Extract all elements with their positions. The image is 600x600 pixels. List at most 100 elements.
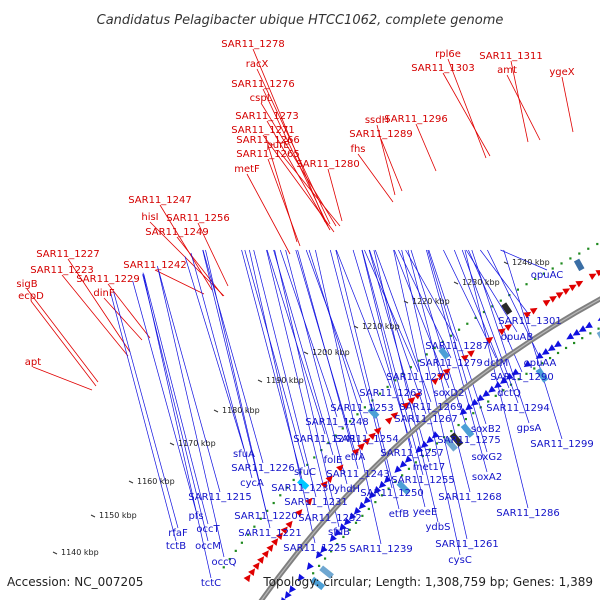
- forward-gene-label: purE: [266, 140, 289, 151]
- scale-tick-label: 1190 kbp: [266, 376, 304, 385]
- forward-gene-label: SAR11_1247: [128, 195, 192, 206]
- reverse-gene-label: SAR11_1230: [271, 483, 335, 494]
- reverse-gene-label: sfuC: [294, 467, 316, 478]
- forward-gene-label: apt: [25, 357, 41, 368]
- forward-gene-label: SAR11_1271: [231, 125, 295, 136]
- reverse-gene-label: SAR11_1253: [330, 403, 394, 414]
- reverse-gene-label: SAR11_1248: [305, 417, 369, 428]
- reverse-gene-label: dctQ: [497, 388, 521, 399]
- reverse-gene-label: ydbS: [426, 522, 451, 533]
- scale-ticks: 1140 kbp 1150 kbp 1160 kbp 1170 kbp 1180 kbp…: [52, 258, 550, 557]
- reverse-gene-label: pfs: [188, 511, 203, 522]
- scale-tick-label: 1150 kbp: [99, 511, 137, 520]
- reverse-gene-label: SAR11_1255: [391, 475, 455, 486]
- reverse-gene-label: SAR11_1301: [498, 316, 562, 327]
- forward-gene-label: ssdH: [365, 115, 389, 126]
- reverse-gene-label: SAR11_1232: [298, 513, 362, 524]
- reverse-gene-label: etfA: [345, 452, 366, 463]
- map-title: Candidatus Pelagibacter ubique HTCC1062,…: [97, 13, 504, 28]
- reverse-gene-label: cycA: [240, 478, 264, 489]
- reverse-gene-label: met17: [413, 462, 446, 473]
- reverse-gene-label: dctM: [484, 358, 508, 369]
- reverse-gene-label: SAR11_1294: [486, 403, 550, 414]
- accession-text: Accession: NC_007205: [7, 575, 143, 589]
- forward-gene-label: SAR11_1276: [231, 79, 295, 90]
- reverse-gene-label: SAR11_1275: [437, 435, 501, 446]
- forward-gene-label: SAR11_1223: [30, 265, 94, 276]
- reverse-gene-label: soxG2: [471, 452, 502, 463]
- reverse-gene-label: cysC: [448, 555, 472, 566]
- reverse-gene-label: SAR11_1290: [490, 372, 554, 383]
- reverse-gene-label: sfuA: [233, 449, 255, 460]
- scale-tick-label: 1180 kbp: [222, 406, 260, 415]
- reverse-gene-label: SAR11_1257: [380, 448, 444, 459]
- forward-gene-label: rpl6e: [435, 49, 461, 60]
- reverse-gene-label: occT: [196, 524, 220, 535]
- forward-gene-label: SAR11_1265: [236, 149, 300, 160]
- reverse-gene-label: SAR11_1215: [188, 492, 252, 503]
- forward-gene-label: SAR11_1303: [411, 63, 475, 74]
- feature-tracks: [243, 258, 600, 600]
- reverse-gene-label: SAR11_1268: [438, 492, 502, 503]
- reverse-gene-label: rfaF: [168, 528, 188, 539]
- forward-gene-label: amt: [497, 65, 517, 76]
- forward-gene-label: dinF: [93, 288, 114, 299]
- reverse-gene-label: SAR11_1243: [326, 469, 390, 480]
- reverse-gene-label: SAR11_1279: [419, 358, 483, 369]
- reverse-gene-label: occM: [195, 541, 221, 552]
- reverse-gene-label: soxD2: [433, 388, 464, 399]
- forward-gene-label: ygeX: [549, 67, 574, 78]
- reverse-gene-label: SAR11_1270: [386, 372, 450, 383]
- forward-gene-label: fhs: [350, 144, 365, 155]
- forward-gene-label: SAR11_1229: [76, 274, 140, 285]
- forward-gene-label: SAR11_1266: [236, 135, 300, 146]
- forward-gene-label: sigB: [16, 279, 37, 290]
- reverse-gene-label: SAR11_1261: [435, 539, 499, 550]
- reverse-gene-label: etfB: [389, 509, 410, 520]
- reverse-gene-label: opuAB: [501, 332, 534, 343]
- label-connector-lines: [26, 48, 574, 579]
- forward-gene-label: SAR11_1278: [221, 39, 285, 50]
- reverse-gene-label: tctC: [201, 578, 221, 589]
- reverse-gene-label: tctB: [166, 541, 186, 552]
- scale-tick-label: 1210 kbp: [362, 322, 400, 331]
- forward-gene-label: SAR11_1249: [145, 227, 209, 238]
- reverse-gene-label: opuAA: [524, 358, 557, 369]
- genome-summary-text: Topology: circular; Length: 1,308,759 bp…: [262, 575, 593, 589]
- forward-gene-label: ecpD: [18, 291, 44, 302]
- reverse-gene-label: SAR11_1220: [234, 511, 298, 522]
- reverse-gene-label: SAR11_1263: [359, 388, 423, 399]
- reverse-gene-label: SAR11_1225: [283, 543, 347, 554]
- reverse-gene-label: yeeE: [413, 507, 438, 518]
- reverse-gene-label: SAR11_1254: [335, 434, 399, 445]
- reverse-gene-label: SAR11_1239: [349, 544, 413, 555]
- reverse-gene-label: SAR11_1241: [293, 434, 357, 445]
- reverse-gene-label: SAR11_1250: [360, 488, 424, 499]
- reverse-gene-label: SAR11_1299: [530, 439, 594, 450]
- reverse-gene-label: SAR11_1287: [425, 341, 489, 352]
- forward-gene-label: SAR11_1256: [166, 213, 230, 224]
- reverse-gene-label: SAR11_1226: [231, 463, 295, 474]
- forward-gene-label: SAR11_1227: [36, 249, 100, 260]
- reverse-gene-label: soxB2: [471, 424, 501, 435]
- forward-gene-label: SAR11_1273: [235, 111, 299, 122]
- scale-tick-label: 1160 kbp: [137, 477, 175, 486]
- forward-gene-label: hisI: [141, 212, 158, 223]
- reverse-gene-label: SAR11_1267: [394, 414, 458, 425]
- forward-gene-label: cspL: [250, 93, 273, 104]
- forward-gene-label: SAR11_1311: [479, 51, 543, 62]
- scale-tick-label: 1140 kbp: [61, 548, 99, 557]
- forward-gene-label: SAR11_1296: [384, 114, 448, 125]
- reverse-gene-label: SAR11_1286: [496, 508, 560, 519]
- scale-tick-label: 1200 kbp: [312, 348, 350, 357]
- scale-tick-label: 1220 kbp: [412, 297, 450, 306]
- scale-tick-label: 1230 kbp: [462, 278, 500, 287]
- reverse-gene-label: opuAC: [531, 270, 563, 281]
- reverse-gene-label: SAR11_1221: [238, 528, 302, 539]
- forward-gene-label: metF: [234, 164, 260, 175]
- scale-tick-label: 1240 kbp: [512, 258, 550, 267]
- scale-tick-label: 1170 kbp: [178, 439, 216, 448]
- reverse-gene-label: gpsA: [517, 423, 542, 434]
- forward-gene-label: SAR11_1289: [349, 129, 413, 140]
